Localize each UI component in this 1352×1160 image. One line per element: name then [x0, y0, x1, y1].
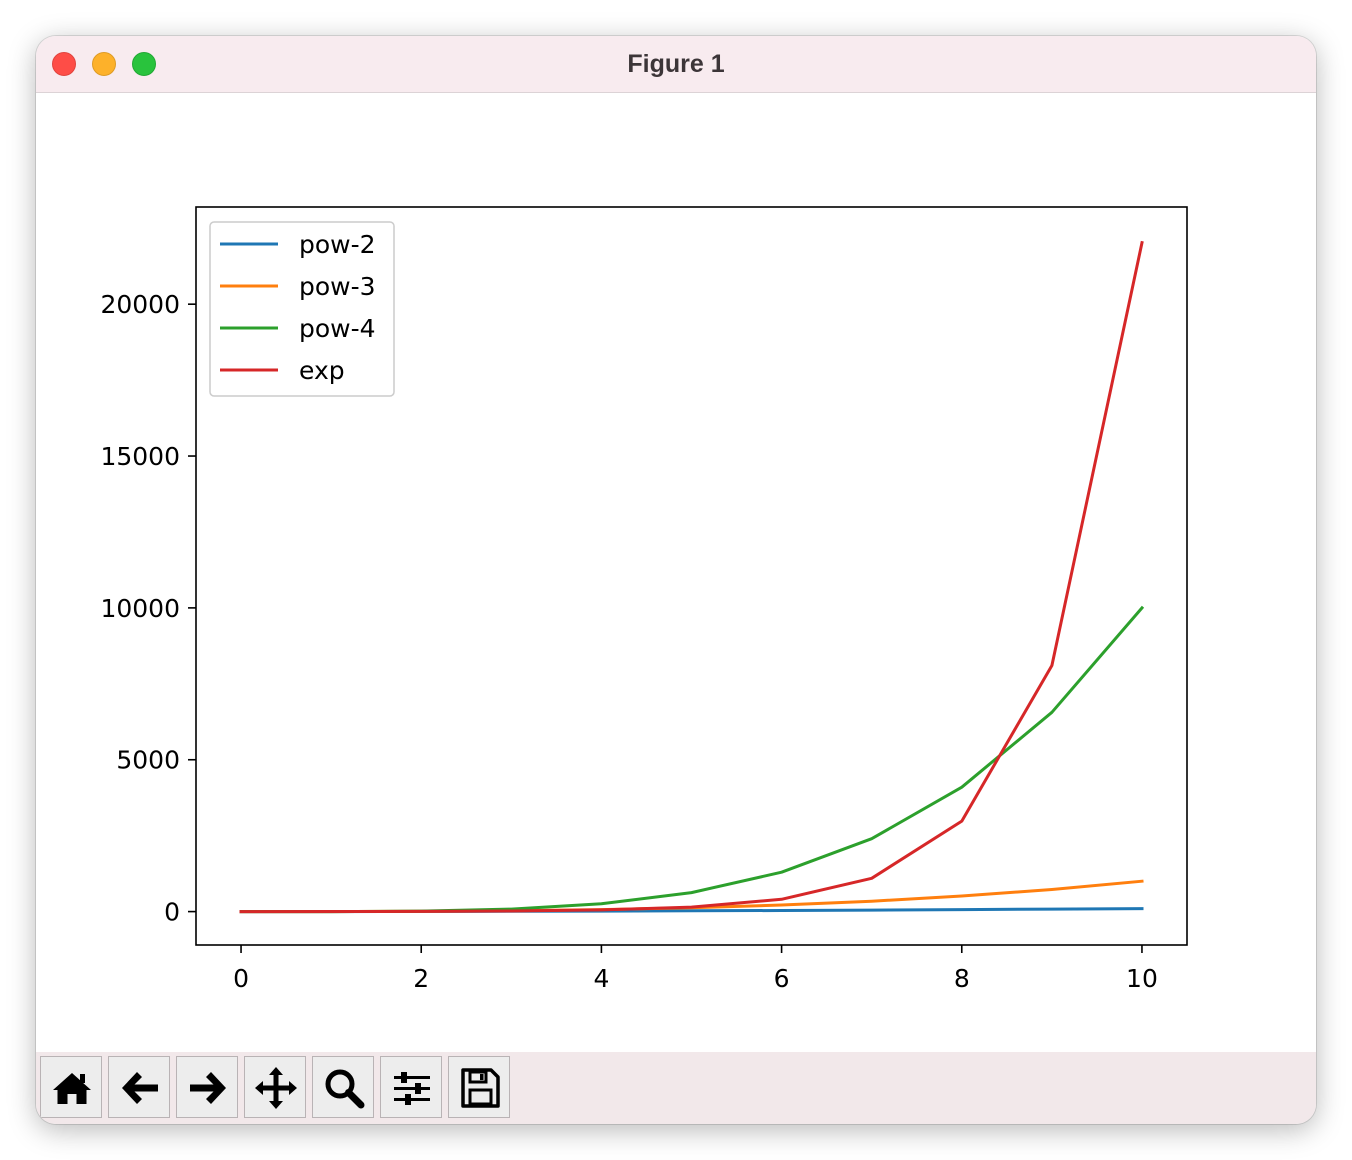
back-button[interactable]	[108, 1056, 170, 1118]
y-tick-label: 10000	[100, 594, 180, 623]
series-line-exp	[239, 240, 1144, 914]
legend-label-pow-2: pow-2	[299, 230, 376, 259]
x-tick-label: 4	[593, 964, 609, 993]
window-title: Figure 1	[627, 50, 725, 78]
series-line-pow-4	[239, 605, 1145, 914]
y-tick-label: 5000	[116, 746, 180, 775]
x-tick-label: 0	[233, 964, 249, 993]
title-bar[interactable]: Figure 1	[36, 36, 1316, 93]
home-icon	[53, 1073, 91, 1104]
forward-button[interactable]	[176, 1056, 238, 1118]
x-tick-label: 8	[954, 964, 970, 993]
pan-move-icon	[255, 1067, 297, 1109]
configure-subplots-button[interactable]	[380, 1056, 442, 1118]
figure-window: Figure 1 0 2 4 6 8 10 0 5000 10000 15000 20000 pow-…	[36, 36, 1316, 1124]
x-tick-label: 10	[1126, 964, 1158, 993]
zoom-window-button[interactable]	[132, 52, 156, 76]
save-button[interactable]	[448, 1056, 510, 1118]
x-tick-label: 2	[413, 964, 429, 993]
legend-label-pow-3: pow-3	[299, 272, 376, 301]
forward-arrow-icon	[190, 1072, 226, 1104]
x-tick-label: 6	[774, 964, 790, 993]
y-tick-label: 15000	[100, 442, 180, 471]
figure-canvas[interactable]: 0 2 4 6 8 10 0 5000 10000 15000 20000 pow-2 pow-3 pow…	[36, 93, 1316, 1052]
line-chart[interactable]: 0 2 4 6 8 10 0 5000 10000 15000 20000 pow-2 pow-3 pow…	[36, 93, 1316, 1052]
configure-subplots-icon	[394, 1072, 430, 1105]
close-window-button[interactable]	[52, 52, 76, 76]
y-tick-label: 0	[164, 898, 180, 927]
zoom-magnifier-icon	[325, 1069, 365, 1109]
legend-label-exp: exp	[299, 356, 345, 385]
navigation-toolbar	[36, 1052, 1316, 1124]
minimize-window-button[interactable]	[92, 52, 116, 76]
home-button[interactable]	[40, 1056, 102, 1118]
back-arrow-icon	[122, 1072, 158, 1104]
zoom-button[interactable]	[312, 1056, 374, 1118]
legend-box	[209, 221, 395, 397]
legend-label-pow-4: pow-4	[299, 314, 376, 343]
pan-button[interactable]	[244, 1056, 306, 1118]
save-floppy-icon	[461, 1068, 500, 1108]
plot-frame	[195, 206, 1188, 946]
y-tick-label: 20000	[100, 290, 180, 319]
